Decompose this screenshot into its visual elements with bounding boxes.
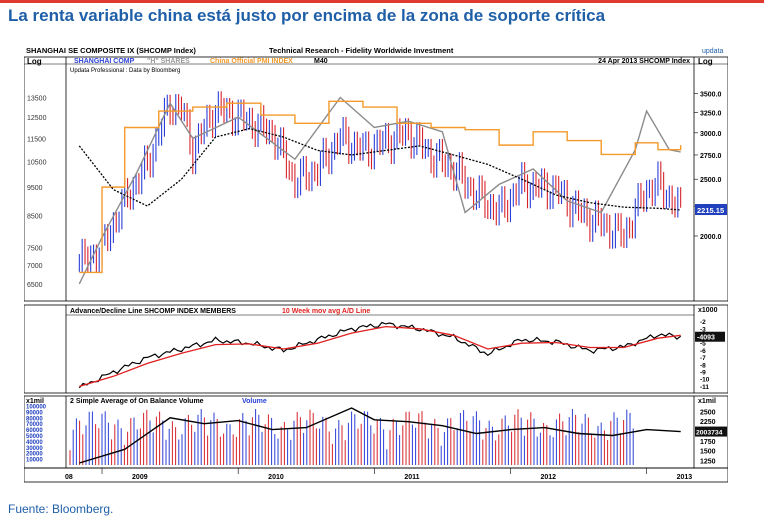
price-left-tick-0: 6500: [27, 282, 43, 289]
legend-shanghai-comp: SHANGHAI COMP: [74, 58, 135, 65]
ad-title: Advance/Decline Line SHCOMP INDEX MEMBER…: [70, 308, 236, 315]
obv-last-value: 2003734: [696, 430, 723, 437]
price-right-axis-label: Log: [698, 57, 713, 66]
obv-title: 2 Simple Average of On Balance Volume: [70, 398, 204, 405]
x-tick-label-0: 08: [65, 474, 73, 481]
obv-right-tick-1: 1500: [700, 449, 716, 456]
price-panel-frame: [23, 56, 729, 302]
chart-frame: SHANGHAI SE COMPOSITE IX (SHCOMP Index) …: [23, 44, 729, 484]
x-tick-label-5: 2013: [677, 474, 693, 481]
accent-rule: [0, 0, 764, 3]
price-left-tick-2: 7500: [27, 245, 43, 252]
ad-tick-9: -2: [700, 319, 706, 326]
obv-left-tick-8: 90000: [26, 410, 43, 416]
page-title: La renta variable china está justo por e…: [8, 6, 606, 25]
obv-left-tick-4: 50000: [26, 434, 43, 440]
price-right-tick-5: 3250.0: [700, 110, 722, 117]
ad-moving-avg-line: [79, 325, 681, 388]
ad-scale-label: x1000: [698, 307, 718, 314]
chart-header-left: SHANGHAI SE COMPOSITE IX (SHCOMP Index): [26, 46, 196, 55]
price-last-value-box: [695, 204, 727, 216]
price-left-tick-4: 9500: [27, 185, 43, 192]
obv-right-tick-2: 1750: [700, 439, 716, 446]
ad-tick-1: -10: [700, 377, 710, 384]
price-date-label: 24 Apr 2013 SHCOMP Index: [598, 58, 690, 65]
ad-tick-4: -7: [700, 355, 706, 362]
obv-left-tick-1: 20000: [26, 452, 43, 458]
price-right-tick-4: 3000.0: [700, 131, 722, 138]
obv-title-2: Volume: [242, 398, 267, 405]
obv-left-scale-label: x1mil: [26, 398, 44, 405]
price-last-value: 2215.15: [697, 206, 724, 215]
price-left-tick-6: 11500: [27, 136, 46, 143]
ad-tick-2: -9: [700, 370, 706, 377]
obv-panel-frame: [23, 395, 729, 469]
ad-tick-5: -6: [700, 348, 706, 355]
x-tick-label-4: 2012: [540, 474, 556, 481]
obv-plot: 1000020000300004000050000600007000080000…: [26, 405, 727, 466]
price-right-tick-3: 2750.0: [700, 153, 722, 160]
ad-last-value: -4093: [697, 335, 715, 342]
obv-left-tick-9: 100000: [26, 405, 47, 411]
price-right-tick-6: 3500.0: [700, 92, 722, 99]
obv-left-tick-0: 10000: [26, 458, 43, 464]
price-right-tick-0: 2000.0: [700, 234, 722, 241]
price-left-tick-3: 8500: [27, 213, 43, 220]
pmi-line: [79, 100, 682, 274]
price-left-tick-8: 13500: [27, 95, 47, 102]
brand-logo: updata: [702, 48, 724, 55]
price-plot: 6500 7000 7500 8500 9500 10500 11500 12500 13500…: [27, 91, 727, 289]
x-tick-label-1: 2009: [132, 474, 148, 481]
obv-right-tick-0: 1250: [700, 459, 716, 466]
chart-header-center: Technical Research - Fidelity Worldwide …: [269, 46, 454, 55]
obv-left-tick-5: 60000: [26, 428, 43, 434]
price-left-tick-7: 12500: [27, 115, 47, 122]
ad-tick-6: -5: [700, 341, 706, 348]
ad-line: [78, 321, 682, 389]
ad-panel-frame: [23, 304, 729, 394]
obv-left-tick-3: 40000: [26, 440, 43, 446]
x-tick-label-2: 2010: [268, 474, 284, 481]
ad-last-value-box: [695, 331, 725, 342]
ad-tick-8: -3: [700, 326, 706, 333]
h-shares-line: [78, 96, 681, 285]
price-right-tick-2: 2500.0: [700, 177, 722, 184]
ad-tick-0: -11: [700, 384, 709, 391]
obv-last-value-box: [695, 426, 727, 437]
source-note: Fuente: Bloomberg.: [8, 502, 114, 516]
ad-tick-3: -8: [700, 362, 706, 369]
price-left-tick-1: 7000: [27, 263, 43, 270]
price-left-axis-label: Log: [27, 57, 42, 66]
data-credit: Updata Professional : Data by Bloomberg: [70, 68, 180, 74]
ad-title-2: 10 Week mov avg A/D Line: [282, 308, 370, 315]
m40-line: [78, 127, 681, 211]
obv-left-tick-2: 30000: [26, 446, 43, 452]
legend-pmi: China Official PMI INDEX: [210, 58, 293, 65]
legend-m40: M40: [314, 58, 328, 65]
chart-svg: SHANGHAI SE COMPOSITE IX (SHCOMP Index) …: [23, 46, 729, 483]
x-axis-frame: [23, 467, 729, 483]
x-axis: 08 2009 2010 2011 2012 2013: [65, 468, 692, 481]
obv-line: [79, 407, 681, 464]
obv-left-tick-6: 70000: [26, 422, 43, 428]
obv-left-tick-7: 80000: [26, 416, 43, 422]
ad-plot: -11-10-9-8-7-6-5-4-3-2-4093: [78, 319, 725, 391]
x-tick-label-3: 2011: [404, 474, 419, 481]
obv-right-tick-4: 2250: [700, 419, 716, 426]
obv-right-scale-label: x1mil: [698, 398, 716, 405]
obv-right-tick-5: 2500: [700, 409, 716, 416]
legend-h-shares: "H" SHARES: [147, 58, 190, 65]
price-left-tick-5: 10500: [27, 160, 47, 167]
